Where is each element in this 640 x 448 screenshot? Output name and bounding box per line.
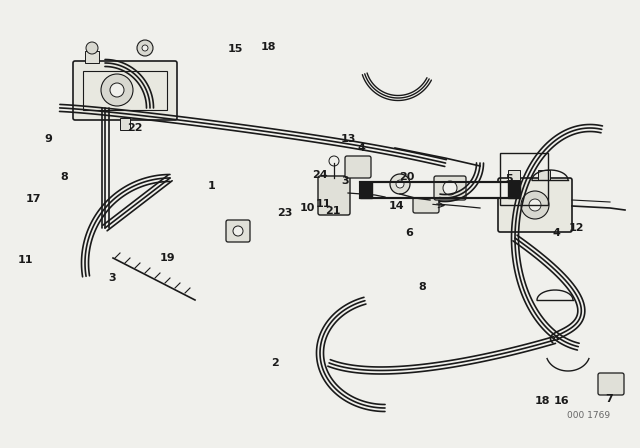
FancyBboxPatch shape bbox=[498, 178, 572, 232]
Text: 21: 21 bbox=[325, 206, 340, 215]
FancyBboxPatch shape bbox=[226, 220, 250, 242]
Circle shape bbox=[396, 180, 404, 188]
Circle shape bbox=[390, 174, 410, 194]
Circle shape bbox=[137, 40, 153, 56]
FancyBboxPatch shape bbox=[434, 176, 466, 200]
FancyBboxPatch shape bbox=[413, 195, 439, 213]
Text: 1: 1 bbox=[207, 181, 215, 191]
Circle shape bbox=[86, 42, 98, 54]
FancyBboxPatch shape bbox=[73, 61, 177, 120]
Circle shape bbox=[521, 191, 549, 219]
Text: 19: 19 bbox=[160, 253, 175, 263]
Text: 20: 20 bbox=[399, 172, 414, 182]
Text: 8: 8 bbox=[419, 282, 426, 292]
Bar bbox=[120, 118, 130, 130]
Bar bbox=[83, 71, 167, 110]
Text: 5: 5 bbox=[505, 174, 513, 184]
FancyBboxPatch shape bbox=[318, 176, 350, 215]
Text: 11: 11 bbox=[316, 199, 331, 209]
Text: 12: 12 bbox=[568, 224, 584, 233]
Text: 6: 6 bbox=[406, 228, 413, 238]
Text: 16: 16 bbox=[554, 396, 570, 406]
Text: 24: 24 bbox=[312, 170, 328, 180]
Circle shape bbox=[329, 156, 339, 166]
Circle shape bbox=[233, 226, 243, 236]
Bar bbox=[85, 51, 99, 63]
Circle shape bbox=[110, 83, 124, 97]
Text: 4: 4 bbox=[553, 228, 561, 238]
Bar bbox=[508, 182, 520, 198]
Bar bbox=[360, 182, 520, 198]
Text: 17: 17 bbox=[26, 194, 41, 204]
Text: 2: 2 bbox=[271, 358, 279, 368]
Text: 18: 18 bbox=[261, 42, 276, 52]
Text: 22: 22 bbox=[127, 123, 142, 133]
Text: 9: 9 bbox=[44, 134, 52, 144]
Bar bbox=[500, 153, 548, 205]
Circle shape bbox=[529, 199, 541, 211]
Bar bbox=[360, 182, 372, 198]
Text: 000 1769: 000 1769 bbox=[567, 411, 610, 420]
Text: 3: 3 bbox=[342, 177, 349, 186]
Text: 18: 18 bbox=[535, 396, 550, 406]
Text: 13: 13 bbox=[341, 134, 356, 144]
FancyBboxPatch shape bbox=[598, 373, 624, 395]
Circle shape bbox=[142, 45, 148, 51]
Text: 4: 4 bbox=[358, 143, 365, 153]
Text: 3: 3 bbox=[108, 273, 116, 283]
Bar bbox=[538, 170, 550, 180]
Text: 14: 14 bbox=[389, 201, 404, 211]
Circle shape bbox=[443, 181, 457, 195]
Text: 15: 15 bbox=[228, 44, 243, 54]
Text: 10: 10 bbox=[300, 203, 315, 213]
Text: 23: 23 bbox=[277, 208, 292, 218]
Text: 8: 8 bbox=[60, 172, 68, 182]
Circle shape bbox=[101, 74, 133, 106]
Text: 7: 7 bbox=[605, 394, 613, 404]
Text: 11: 11 bbox=[18, 255, 33, 265]
FancyBboxPatch shape bbox=[345, 156, 371, 178]
Bar bbox=[508, 170, 520, 180]
